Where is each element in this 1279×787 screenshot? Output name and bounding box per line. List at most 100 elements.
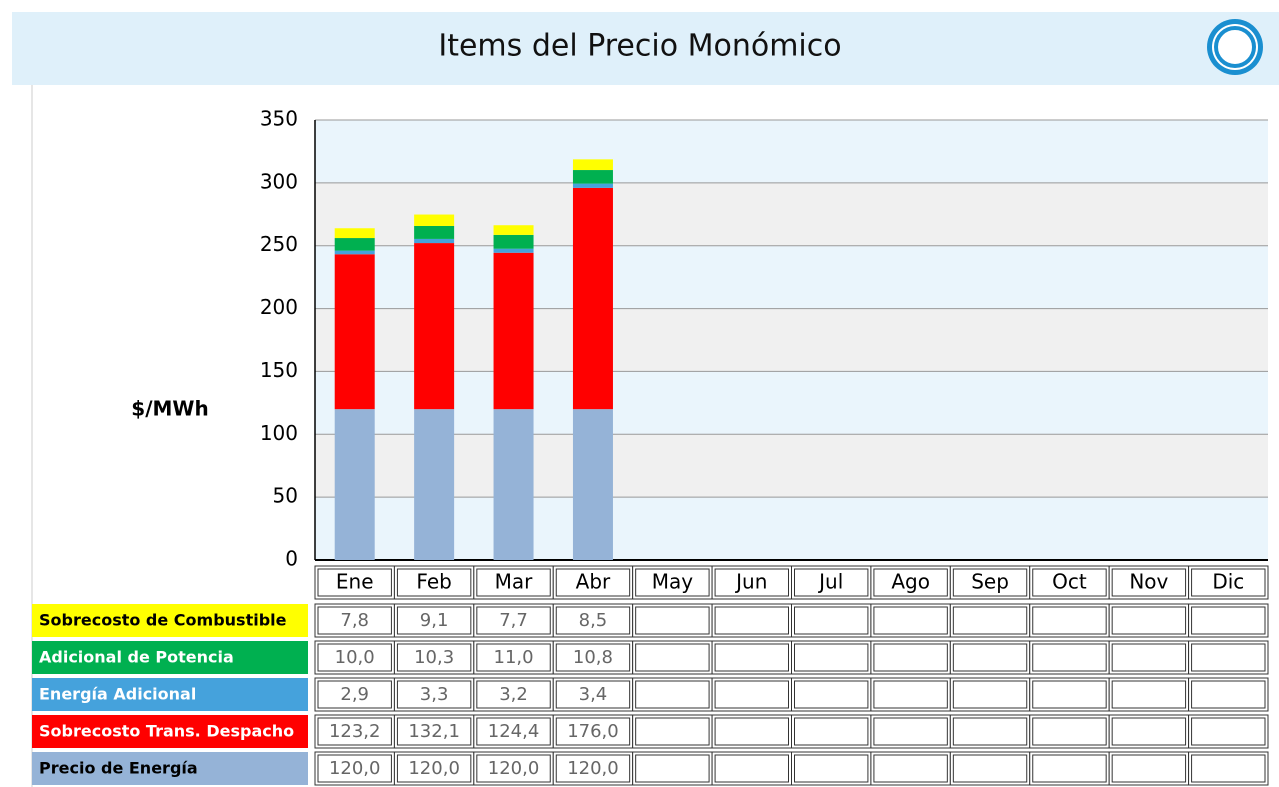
x-tick-label: Dic — [1212, 570, 1244, 594]
table-cell-inner — [396, 717, 472, 746]
table-cell-inner — [396, 680, 472, 709]
table-cell — [473, 677, 554, 712]
table-value: 120,0 — [488, 758, 540, 779]
table-cell-inner — [794, 568, 869, 597]
table-cell-inner — [1111, 568, 1187, 597]
table-cell-inner — [635, 643, 710, 672]
table-cell — [552, 603, 634, 638]
table-value: 7,7 — [499, 610, 528, 631]
legend-label: Sobrecosto Trans. Despacho — [39, 722, 294, 741]
table-cell-inner — [873, 680, 948, 709]
table-cell-inner — [635, 717, 710, 746]
table-cell-inner — [317, 606, 392, 635]
table-cell-inner — [317, 568, 392, 597]
legend-label: Energía Adicional — [39, 685, 196, 704]
table-cell-inner — [873, 754, 948, 783]
table-cell-inner — [555, 754, 631, 783]
x-tick-label: Oct — [1052, 570, 1087, 594]
table-cell-inner — [1032, 606, 1107, 635]
table-cell-inner — [635, 754, 710, 783]
legend-swatch — [32, 641, 308, 674]
table-cell-inner — [1111, 606, 1187, 635]
bar-segment — [414, 409, 455, 560]
table-cell-inner — [1032, 568, 1107, 597]
table-cell-inner — [1032, 717, 1107, 746]
y-tick-label: 200 — [260, 295, 298, 319]
title-band — [12, 12, 1279, 85]
table-cell — [314, 751, 395, 786]
table-cell-inner — [396, 643, 472, 672]
table-value: 9,1 — [420, 610, 449, 631]
table-cell-inner — [714, 680, 789, 709]
legend-label: Precio de Energía — [39, 759, 198, 778]
table-cell-inner — [396, 568, 472, 597]
table-cell-inner — [476, 606, 551, 635]
table-cell-inner — [714, 754, 789, 783]
x-tick-label: Jun — [734, 570, 767, 594]
table-value: 7,8 — [340, 610, 369, 631]
table-cell — [791, 677, 872, 712]
bar-segment — [493, 409, 534, 560]
table-cell-inner — [873, 568, 948, 597]
table-cell-inner — [1111, 643, 1187, 672]
table-cell-inner — [714, 643, 789, 672]
table-cell-inner — [1191, 717, 1266, 746]
table-cell-inner — [555, 643, 631, 672]
table-value: 120,0 — [408, 758, 460, 779]
table-cell-inner — [635, 680, 710, 709]
table-cell-inner — [714, 717, 789, 746]
legend-swatch — [32, 715, 308, 748]
table-cell-inner — [317, 754, 392, 783]
table-cell — [393, 751, 475, 786]
table-value: 123,2 — [329, 721, 381, 742]
table-cell-inner — [952, 568, 1028, 597]
table-cell-inner — [794, 643, 869, 672]
table-cell-inner — [317, 680, 392, 709]
bar-segment — [334, 254, 375, 410]
table-cell-inner — [952, 717, 1028, 746]
table-value: 124,4 — [488, 721, 540, 742]
table-cell — [791, 640, 872, 675]
legend-swatch — [32, 752, 308, 785]
table-cell — [711, 751, 792, 786]
table-cell-inner — [317, 643, 392, 672]
table-cell-inner — [476, 754, 551, 783]
table-cell — [1188, 751, 1269, 786]
table-cell-inner — [1191, 568, 1266, 597]
y-tick-label: 50 — [273, 484, 298, 508]
table-cell-inner — [794, 606, 869, 635]
table-cell-inner — [794, 680, 869, 709]
table-cell-inner — [396, 606, 472, 635]
table-cell-inner — [555, 717, 631, 746]
table-cell-inner — [1111, 680, 1187, 709]
x-tick-label: Jul — [817, 570, 843, 594]
table-cell — [711, 603, 792, 638]
table-cell — [1188, 565, 1269, 600]
bar-segment — [493, 234, 534, 249]
bar-segment — [414, 238, 455, 244]
table-cell-inner — [476, 680, 551, 709]
bar-segment — [493, 225, 534, 235]
table-cell — [473, 603, 554, 638]
table-cell — [791, 603, 872, 638]
table-cell — [1029, 640, 1110, 675]
table-value: 120,0 — [567, 758, 619, 779]
legend-swatch — [32, 678, 308, 711]
bar-segment — [334, 409, 375, 560]
table-cell — [949, 603, 1031, 638]
plot-band — [315, 434, 1268, 498]
x-tick-label: Feb — [416, 570, 451, 594]
table-cell — [711, 565, 792, 600]
table-value: 120,0 — [329, 758, 381, 779]
table-cell — [314, 565, 395, 600]
table-cell — [632, 603, 713, 638]
table-value: 8,5 — [579, 610, 608, 631]
table-cell-inner — [1032, 643, 1107, 672]
legend-label: Adicional de Potencia — [39, 648, 234, 667]
legend-swatch — [32, 604, 308, 637]
table-cell-inner — [476, 643, 551, 672]
table-cell — [1188, 677, 1269, 712]
table-cell — [393, 714, 475, 749]
bar-segment — [493, 252, 534, 410]
table-cell — [632, 677, 713, 712]
